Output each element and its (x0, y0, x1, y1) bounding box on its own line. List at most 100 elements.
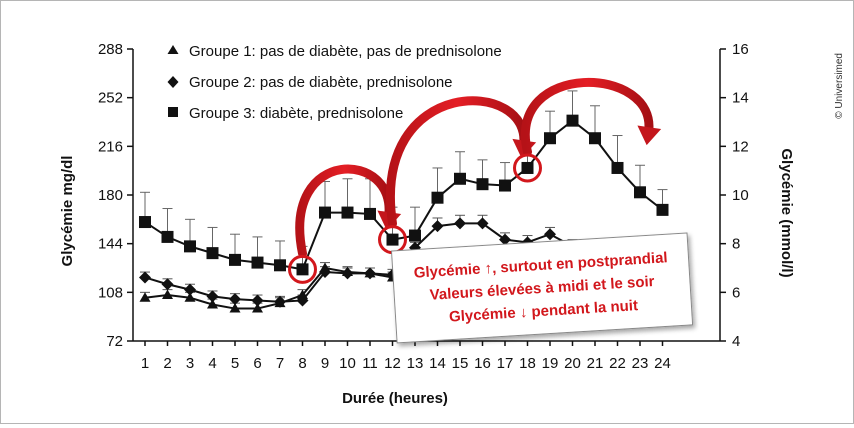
x-tick-label: 9 (321, 355, 329, 372)
triangle-marker (207, 299, 218, 309)
x-tick-label: 21 (587, 355, 604, 372)
y-ticks-left: 72 108 144 180 216 252 288 (98, 41, 133, 350)
triangle-marker (184, 292, 196, 302)
square-marker (206, 247, 219, 260)
legend-label-group-1: Groupe 1: pas de diabète, pas de prednis… (189, 43, 502, 60)
square-marker (296, 263, 309, 276)
diamond-marker (476, 217, 489, 230)
square-marker (274, 259, 286, 272)
y-tick-label-right: 14 (732, 90, 749, 107)
x-tick-label: 11 (362, 355, 378, 372)
y-axis-title-left: Glycémie mg/dl (59, 156, 76, 267)
y-tick-label-left: 252 (98, 90, 123, 107)
y-tick-label-left: 144 (98, 236, 123, 253)
x-ticks: 1 2 3 4 5 6 7 8 9 10 11 12 13 14 15 16 17 18 19 20 21 22 23 24 (141, 341, 671, 372)
callout-background (390, 232, 694, 344)
square-marker (364, 207, 376, 220)
callout-box: Glycémie ↑, surtout en postprandial Vale… (390, 232, 694, 344)
square-marker (634, 186, 646, 199)
x-tick-label: 5 (231, 355, 239, 372)
x-tick-label: 12 (384, 355, 401, 372)
y-tick-label-left: 72 (106, 333, 123, 350)
square-marker (161, 230, 174, 243)
x-tick-label: 6 (253, 355, 261, 372)
legend-marker-triangle (167, 45, 179, 54)
y-tick-label-right: 4 (732, 333, 740, 350)
annotation-circles (288, 153, 542, 284)
square-marker (251, 256, 264, 269)
diamond-marker (454, 217, 466, 230)
y-tick-label-left: 216 (98, 138, 123, 155)
x-tick-label: 2 (163, 355, 171, 372)
x-tick-label: 4 (208, 355, 216, 372)
curved-arrow (520, 78, 654, 157)
square-marker (341, 206, 354, 219)
diamond-marker (274, 295, 286, 308)
diamond-marker (341, 267, 354, 280)
legend-label-group-2: Groupe 2: pas de diabète, prednisolone (189, 74, 453, 91)
legend-marker-diamond (167, 76, 179, 88)
triangle-marker (252, 303, 263, 313)
square-marker (319, 206, 331, 219)
triangle-marker (162, 289, 173, 300)
x-tick-label: 24 (654, 355, 671, 372)
x-tick-label: 18 (519, 355, 536, 372)
y-axis-title-right: Glycémie (mmol/l) (778, 148, 795, 277)
y-tick-label-right: 8 (732, 236, 740, 253)
diamond-marker (206, 290, 219, 303)
diamond-marker (139, 271, 151, 284)
square-marker (589, 132, 601, 145)
x-tick-label: 3 (186, 355, 194, 372)
y-ticks-right: 4 6 8 10 12 14 16 (720, 41, 749, 350)
square-marker (184, 240, 196, 253)
curved-arrow (386, 96, 529, 229)
x-tick-label: 10 (339, 355, 356, 372)
diamond-marker (364, 267, 376, 280)
diamond-marker (319, 266, 331, 279)
diamond-marker (184, 283, 196, 296)
annotation-arrows (295, 78, 662, 258)
x-tick-label: 20 (564, 355, 581, 372)
diamond-marker (544, 228, 556, 241)
x-tick-label: 22 (609, 355, 626, 372)
square-marker (229, 253, 241, 266)
diamond-marker (431, 220, 444, 233)
x-tick-label: 14 (429, 355, 446, 372)
diamond-marker (229, 293, 241, 306)
x-tick-label: 8 (298, 355, 306, 372)
x-tick-label: 16 (474, 355, 491, 372)
square-marker (611, 161, 624, 174)
square-marker (431, 191, 444, 204)
diamond-marker (499, 233, 511, 246)
y-tick-label-right: 16 (732, 41, 749, 58)
x-axis-title: Durée (heures) (342, 390, 448, 407)
legend-marker-square (168, 107, 178, 117)
x-tick-label: 1 (141, 355, 149, 372)
diamond-marker (296, 294, 309, 307)
square-marker (656, 203, 669, 216)
y-tick-label-right: 6 (732, 284, 740, 301)
triangle-marker (139, 292, 151, 302)
triangle-marker (297, 289, 308, 300)
y-tick-label-left: 108 (98, 284, 123, 301)
square-marker (409, 229, 421, 242)
x-tick-label: 17 (497, 355, 514, 372)
x-tick-label: 23 (632, 355, 649, 372)
y-tick-label-left: 288 (98, 41, 123, 58)
highlight-circle (513, 153, 542, 183)
square-marker (499, 179, 511, 192)
legend: Groupe 1: pas de diabète, pas de prednis… (167, 43, 502, 122)
triangle-marker (229, 303, 241, 313)
arrowhead (637, 125, 662, 146)
square-marker (521, 161, 534, 174)
y-tick-label-right: 12 (732, 138, 749, 155)
square-marker (476, 178, 489, 191)
square-marker (454, 172, 466, 185)
highlight-circle (288, 254, 317, 284)
x-tick-label: 19 (542, 355, 559, 372)
legend-label-group-3: Groupe 3: diabète, prednisolone (189, 105, 403, 122)
y-tick-label-left: 180 (98, 187, 123, 204)
square-marker (544, 132, 556, 145)
